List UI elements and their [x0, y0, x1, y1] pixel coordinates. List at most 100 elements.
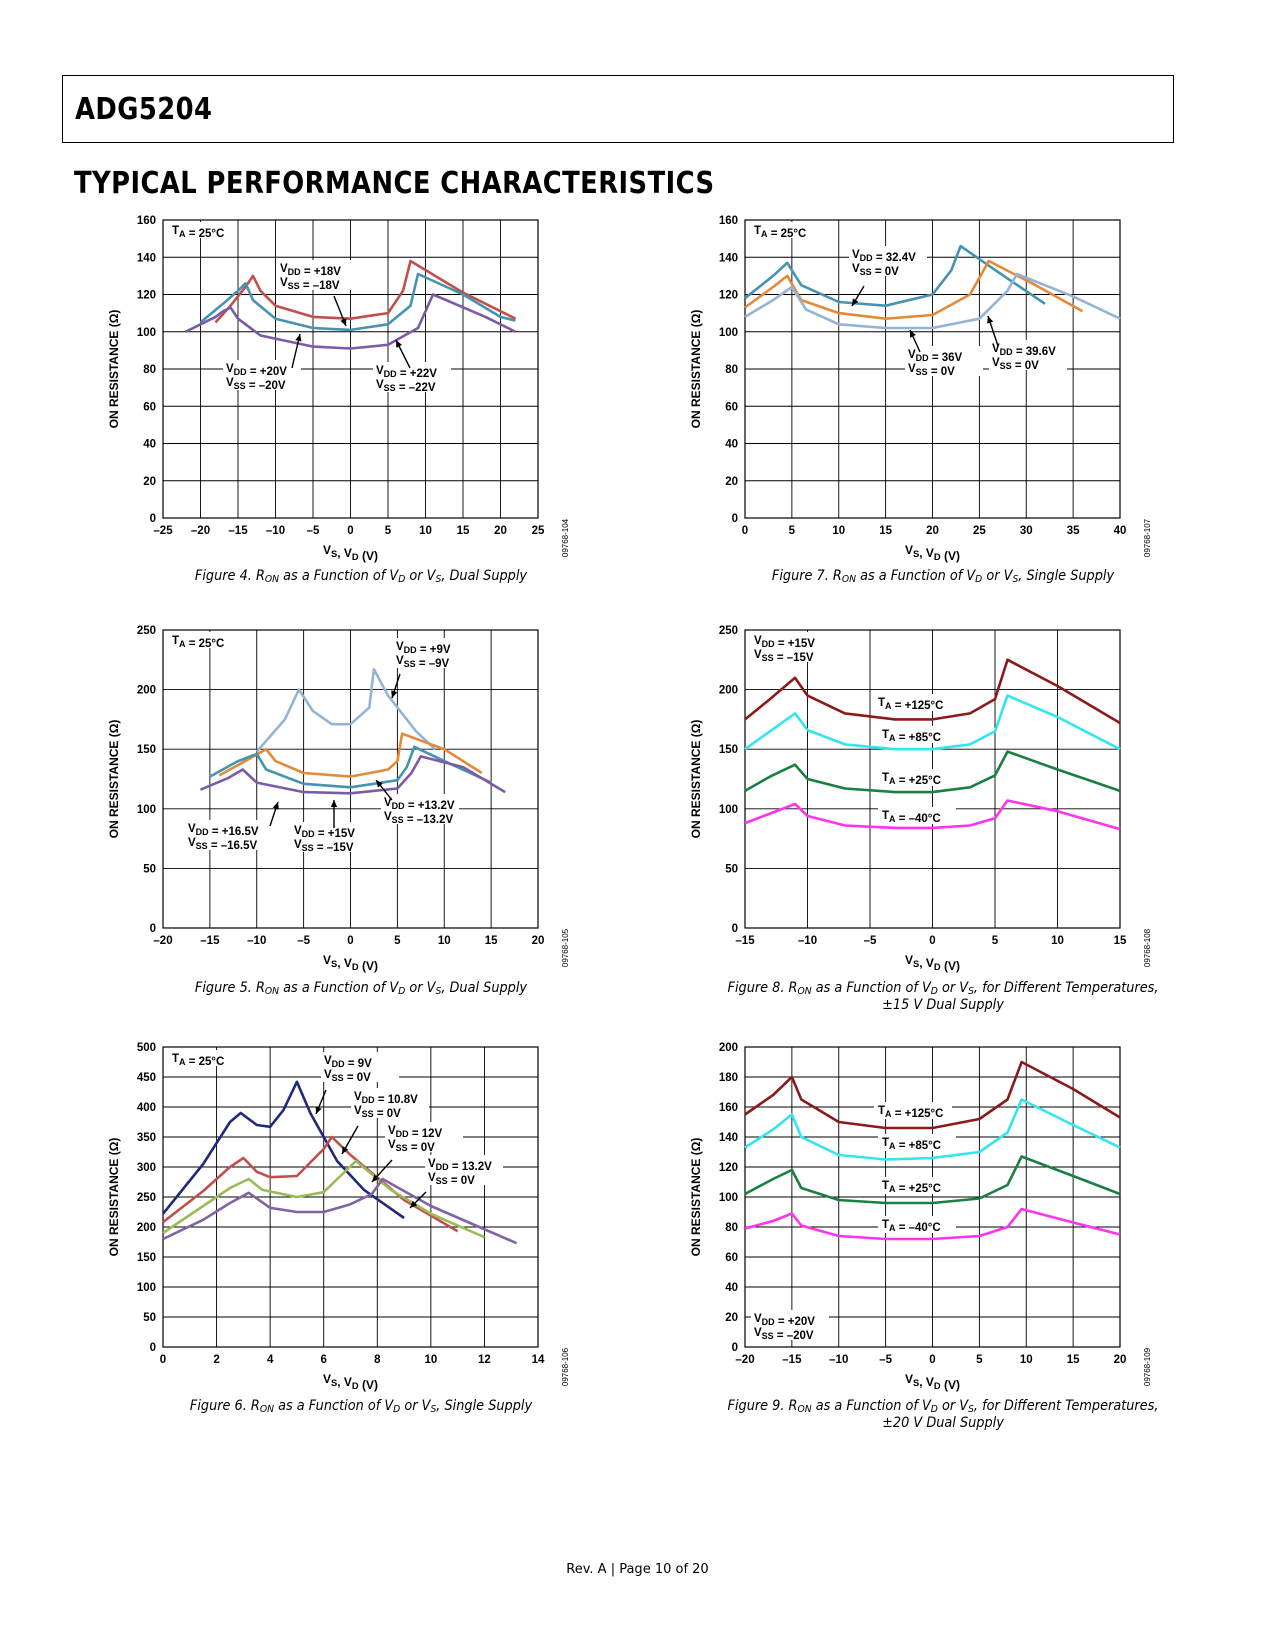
series-line-2 — [744, 1098, 1121, 1161]
x-tick-label: 0 — [929, 935, 935, 947]
y-tick-label: 0 — [732, 1342, 738, 1354]
annotation-label: VSS = 0V — [908, 363, 955, 378]
series-label-bg — [878, 807, 956, 824]
x-tick-label: 5 — [789, 525, 796, 537]
annotation-label: VSS = –13.2V — [384, 811, 454, 826]
y-tick-label: 100 — [137, 1282, 156, 1294]
arrow-head — [315, 1106, 322, 1114]
x-axis-label: VS, VD (V) — [905, 1372, 960, 1392]
annotation-bg — [385, 1122, 463, 1152]
x-tick-label: 15 — [457, 525, 470, 537]
series-line-3 — [744, 272, 1121, 330]
series-line-4 — [162, 1177, 518, 1245]
y-axis-label: ON RESISTANCE (Ω) — [689, 310, 703, 429]
arrow-head — [372, 1174, 380, 1182]
series-line-2 — [218, 732, 483, 778]
x-axis-label: VS, VD (V) — [323, 953, 378, 973]
figure-code: 09768-108 — [1143, 928, 1152, 967]
y-tick-label: 150 — [719, 744, 738, 756]
annotation-bg — [169, 632, 233, 648]
x-axis-label: VS, VD (V) — [323, 1372, 378, 1392]
y-tick-label: 60 — [143, 401, 156, 413]
x-tick-label: –15 — [735, 935, 755, 947]
arrow-head — [396, 340, 402, 348]
y-tick-label: 250 — [137, 1192, 156, 1204]
y-tick-label: 0 — [150, 513, 156, 525]
x-tick-label: 20 — [532, 935, 545, 947]
arrow-head — [410, 1200, 418, 1208]
y-tick-label: 160 — [719, 215, 738, 227]
y-tick-label: 80 — [725, 364, 738, 376]
y-axis-label: ON RESISTANCE (Ω) — [107, 720, 121, 839]
page-footer: Rev. A | Page 10 of 20 — [566, 1562, 709, 1577]
series-label: TA = +25°C — [882, 772, 941, 787]
plot-frame — [744, 1046, 1121, 1348]
annotation-label: VSS = 0V — [324, 1069, 371, 1084]
x-tick-label: 0 — [347, 525, 353, 537]
figure-caption: Figure 8. RON as a Function of VD or VS,… — [727, 980, 1158, 1013]
plot-frame — [162, 219, 539, 519]
y-tick-label: 80 — [143, 364, 156, 376]
y-tick-label: 100 — [137, 327, 156, 339]
y-tick-label: 0 — [150, 923, 156, 935]
annotation-bg — [223, 360, 301, 390]
annotation-label: TA = 25°C — [172, 1053, 224, 1068]
annotation-label: TA = 25°C — [172, 225, 224, 240]
series-label: TA = +85°C — [882, 729, 941, 744]
x-axis-label: VS, VD (V) — [905, 543, 960, 563]
series-line-2 — [744, 694, 1121, 751]
annotation-label: VSS = 0V — [388, 1139, 435, 1154]
y-tick-label: 100 — [719, 1192, 738, 1204]
series-label-bg — [878, 1177, 956, 1194]
annotation-bg — [351, 1088, 429, 1118]
y-tick-label: 120 — [719, 1162, 738, 1174]
annotation-label: TA = 25°C — [172, 635, 224, 650]
annotation-bg — [751, 1310, 829, 1340]
annotation-label: VSS = 0V — [852, 263, 899, 278]
annotation-label: VDD = 9V — [324, 1055, 372, 1070]
x-tick-label: 15 — [1067, 1354, 1080, 1366]
x-tick-label: –15 — [200, 935, 220, 947]
annotation-bg — [849, 246, 927, 276]
x-tick-label: –15 — [782, 1354, 802, 1366]
x-tick-label: 8 — [374, 1354, 381, 1366]
series-line-2 — [199, 272, 516, 332]
annotation-label: VSS = 0V — [354, 1105, 401, 1120]
y-tick-label: 140 — [137, 252, 156, 264]
x-tick-label: 0 — [929, 1354, 935, 1366]
x-tick-label: –20 — [735, 1354, 754, 1366]
annotation-label: VSS = –20V — [754, 1327, 814, 1342]
y-tick-label: 500 — [137, 1042, 156, 1054]
y-tick-label: 40 — [725, 439, 738, 451]
x-tick-label: –15 — [228, 525, 248, 537]
figure-caption: Figure 9. RON as a Function of VD or VS,… — [727, 1398, 1158, 1431]
x-tick-label: 10 — [424, 1354, 437, 1366]
annotation-bg — [989, 340, 1067, 370]
y-tick-label: 200 — [719, 1042, 738, 1054]
series-line-3 — [162, 1159, 485, 1239]
y-tick-label: 60 — [725, 401, 738, 413]
x-tick-label: 25 — [532, 525, 545, 537]
x-tick-label: 0 — [742, 525, 748, 537]
x-tick-label: 25 — [973, 525, 986, 537]
annotation-label: VSS = –15V — [754, 649, 814, 664]
y-tick-label: 0 — [732, 923, 738, 935]
annotation-label: VDD = 36V — [908, 349, 963, 364]
series-line-1 — [255, 668, 436, 753]
arrow-head — [340, 318, 347, 326]
x-tick-label: 20 — [926, 525, 939, 537]
x-tick-label: 30 — [1020, 525, 1033, 537]
annotation-label: VDD = 32.4V — [852, 249, 916, 264]
series-line-3 — [744, 1155, 1121, 1205]
series-line-4 — [744, 1207, 1121, 1241]
series-line-3 — [184, 293, 517, 350]
x-tick-label: –5 — [879, 1354, 892, 1366]
y-tick-label: 20 — [143, 476, 156, 488]
series-label-bg — [874, 694, 952, 711]
annotation-label: VSS = –9V — [396, 655, 450, 670]
x-tick-label: 15 — [879, 525, 892, 537]
x-tick-label: 10 — [832, 525, 845, 537]
arrow-head — [987, 316, 994, 324]
y-axis-label: ON RESISTANCE (Ω) — [689, 1138, 703, 1257]
